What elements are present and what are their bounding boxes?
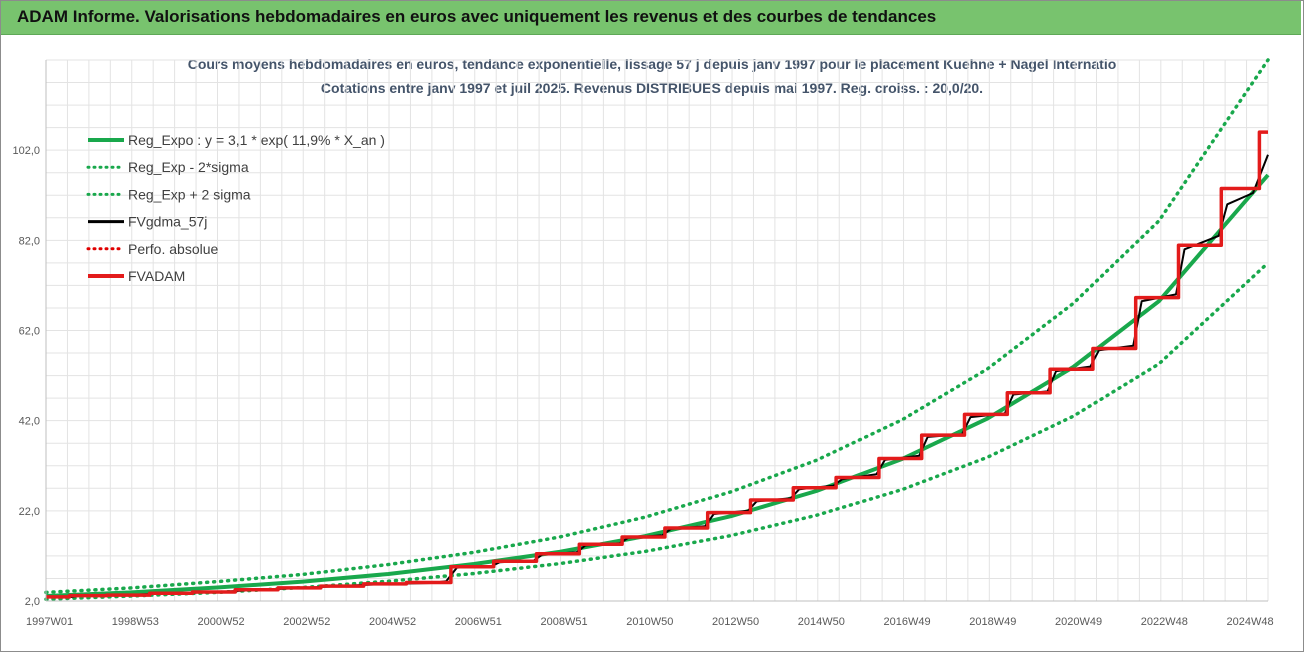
y-tick-label: 22,0 — [19, 506, 40, 518]
legend-label: Reg_Exp + 2 sigma — [128, 186, 251, 202]
header-banner: ADAM Informe. Valorisations hebdomadaire… — [1, 1, 1301, 35]
y-tick-label: 2,0 — [25, 596, 40, 608]
y-tick-label: 42,0 — [19, 416, 40, 428]
reg-exp-plus-line — [44, 58, 1270, 595]
y-tick-label: 102,0 — [12, 145, 40, 157]
y-tick-label: 82,0 — [19, 235, 40, 247]
fvadam-line — [46, 130, 1268, 599]
x-tick-label: 2010W50 — [626, 616, 673, 628]
gridlines — [45, 59, 1269, 602]
x-tick-label: 2004W52 — [369, 616, 416, 628]
legend-label: FVADAM — [128, 268, 185, 284]
x-tick-label: 2014W50 — [798, 616, 845, 628]
x-tick-label: 2018W49 — [969, 616, 1016, 628]
reg-expo-line — [45, 173, 1270, 598]
x-tick-label: 2008W51 — [541, 616, 588, 628]
legend: Reg_Expo : y = 3,1 * exp( 11,9% * X_an )… — [86, 132, 385, 284]
x-tick-label: 2024W48 — [1227, 616, 1274, 628]
x-tick-label: 1998W53 — [112, 616, 159, 628]
x-tick-label: 2002W52 — [283, 616, 330, 628]
x-tick-label: 2006W51 — [455, 616, 502, 628]
legend-label: Reg_Exp - 2*sigma — [128, 159, 249, 175]
legend-label: Perfo. absolue — [128, 241, 218, 257]
legend-label: FVgdma_57j — [128, 214, 207, 230]
series-lines — [44, 58, 1270, 601]
x-tick-label: 2012W50 — [712, 616, 759, 628]
x-tick-label: 2000W52 — [198, 616, 245, 628]
x-tick-label: 1997W01 — [26, 616, 73, 628]
x-tick-label: 2022W48 — [1141, 616, 1188, 628]
y-tick-label: 62,0 — [19, 326, 40, 338]
page-title: ADAM Informe. Valorisations hebdomadaire… — [17, 7, 937, 26]
reg-exp-minus-line — [44, 261, 1270, 601]
legend-label: Reg_Expo : y = 3,1 * exp( 11,9% * X_an ) — [128, 132, 385, 148]
axes: 2,0 22,0 42,0 62,0 82,0 102,0 1997W01 1998W53 20… — [12, 60, 1274, 628]
x-tick-label: 2020W49 — [1055, 616, 1102, 628]
x-tick-label: 2016W49 — [884, 616, 931, 628]
